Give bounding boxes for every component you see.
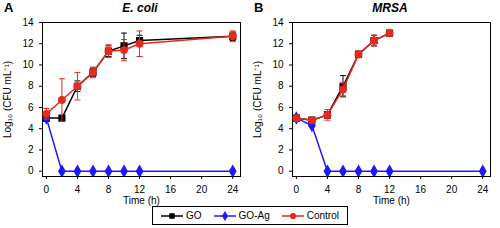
svg-text:4: 4 <box>28 123 34 134</box>
svg-text:8: 8 <box>356 184 362 195</box>
svg-text:12: 12 <box>384 184 396 195</box>
html-text:GO-Ag: GO-Ag <box>238 210 270 221</box>
html-text:A: A <box>4 0 14 15</box>
svg-text:Time (h): Time (h) <box>373 195 410 206</box>
svg-text:2: 2 <box>28 144 34 155</box>
svg-text:24: 24 <box>227 184 239 195</box>
svg-text:2: 2 <box>278 144 284 155</box>
svg-text:8: 8 <box>106 184 112 195</box>
svg-text:4: 4 <box>75 184 81 195</box>
svg-text:0: 0 <box>294 184 300 195</box>
svg-text:20: 20 <box>446 184 458 195</box>
svg-text:Log₁₀ (CFU mL⁻¹): Log₁₀ (CFU mL⁻¹) <box>252 61 263 138</box>
svg-text:14: 14 <box>272 17 284 28</box>
svg-text:4: 4 <box>278 123 284 134</box>
svg-text:20: 20 <box>196 184 208 195</box>
svg-text:10: 10 <box>272 59 284 70</box>
svg-text:12: 12 <box>134 184 146 195</box>
svg-text:Time (h): Time (h) <box>123 195 160 206</box>
svg-text:0: 0 <box>278 165 284 176</box>
svg-text:12: 12 <box>272 38 284 49</box>
html-text:B: B <box>254 0 264 15</box>
svg-text:0: 0 <box>28 165 34 176</box>
svg-text:8: 8 <box>28 80 34 91</box>
svg-text:Log₁₀ (CFU mL⁻¹): Log₁₀ (CFU mL⁻¹) <box>2 61 13 138</box>
svg-text:4: 4 <box>325 184 331 195</box>
svg-text:8: 8 <box>278 80 284 91</box>
svg-text:16: 16 <box>165 184 177 195</box>
html-text:GO: GO <box>186 210 202 221</box>
svg-text:12: 12 <box>22 38 34 49</box>
svg-text:24: 24 <box>477 184 489 195</box>
html-text:Control: Control <box>306 210 339 221</box>
svg-text:0: 0 <box>44 184 50 195</box>
svg-text:10: 10 <box>22 59 34 70</box>
svg-text:14: 14 <box>22 17 34 28</box>
svg-text:16: 16 <box>415 184 427 195</box>
svg-text:6: 6 <box>278 102 284 113</box>
html-text:MRSA: MRSA <box>372 1 408 15</box>
svg-text:6: 6 <box>28 102 34 113</box>
html-text:E. coli: E. coli <box>122 1 158 15</box>
